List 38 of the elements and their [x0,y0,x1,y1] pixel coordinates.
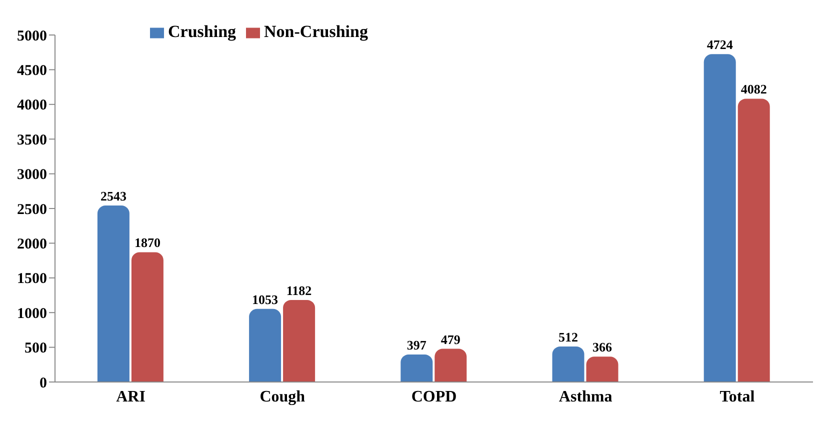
x-tick-label: ARI [116,388,146,406]
bar [97,206,130,382]
y-tick-label: 2500 [17,202,47,218]
bar [131,252,164,382]
y-tick-label: 5000 [17,28,47,44]
bar [400,354,433,382]
data-label: 1053 [252,292,279,307]
x-tick-label: Cough [260,388,306,406]
data-label: 397 [406,337,427,352]
data-label: 4724 [706,37,734,52]
legend-label: Non-Crushing [264,22,368,41]
data-label: 2543 [100,188,127,204]
x-tick-label: Asthma [558,388,612,406]
data-label: 366 [592,340,612,355]
bar [249,308,282,382]
bar [283,300,316,382]
bar [738,98,770,382]
y-tick-label: 3000 [17,167,47,184]
y-tick-label: 1000 [17,306,47,322]
legend-label: Crushing [168,22,236,41]
data-label: 1182 [286,282,312,298]
bar [586,356,618,382]
bar [552,346,584,382]
x-tick-label: COPD [411,388,457,406]
data-label: 4082 [740,82,767,97]
data-label: 512 [558,329,578,344]
y-tick-label: 1500 [17,271,47,288]
y-tick-label: 0 [40,375,47,392]
y-tick-label: 4000 [17,98,47,114]
y-tick-label: 2000 [17,236,47,253]
bar [704,54,736,382]
x-tick-label: Total [720,388,756,406]
data-label: 479 [440,332,461,347]
bar [434,348,467,382]
y-tick-label: 500 [24,340,47,357]
y-tick-label: 4500 [17,63,47,80]
data-label: 1870 [134,235,160,250]
y-tick-label: 3500 [17,132,47,148]
